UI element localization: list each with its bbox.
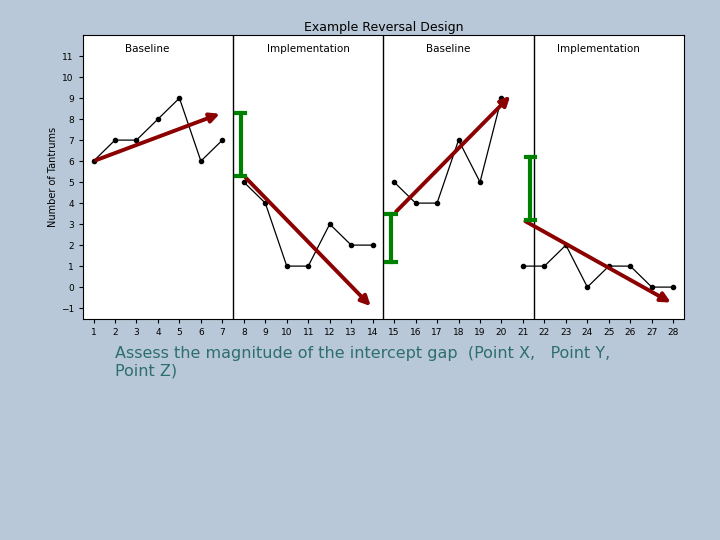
Text: Assess the magnitude of the intercept gap  (Point X,   Point Y,
Point Z): Assess the magnitude of the intercept ga… [115,346,611,378]
Text: Implementation: Implementation [267,44,350,53]
Text: Baseline: Baseline [125,44,169,53]
Title: Example Reversal Design: Example Reversal Design [304,21,463,34]
Text: Implementation: Implementation [557,44,639,53]
Y-axis label: Number of Tantrums: Number of Tantrums [48,127,58,227]
Text: Baseline: Baseline [426,44,470,53]
